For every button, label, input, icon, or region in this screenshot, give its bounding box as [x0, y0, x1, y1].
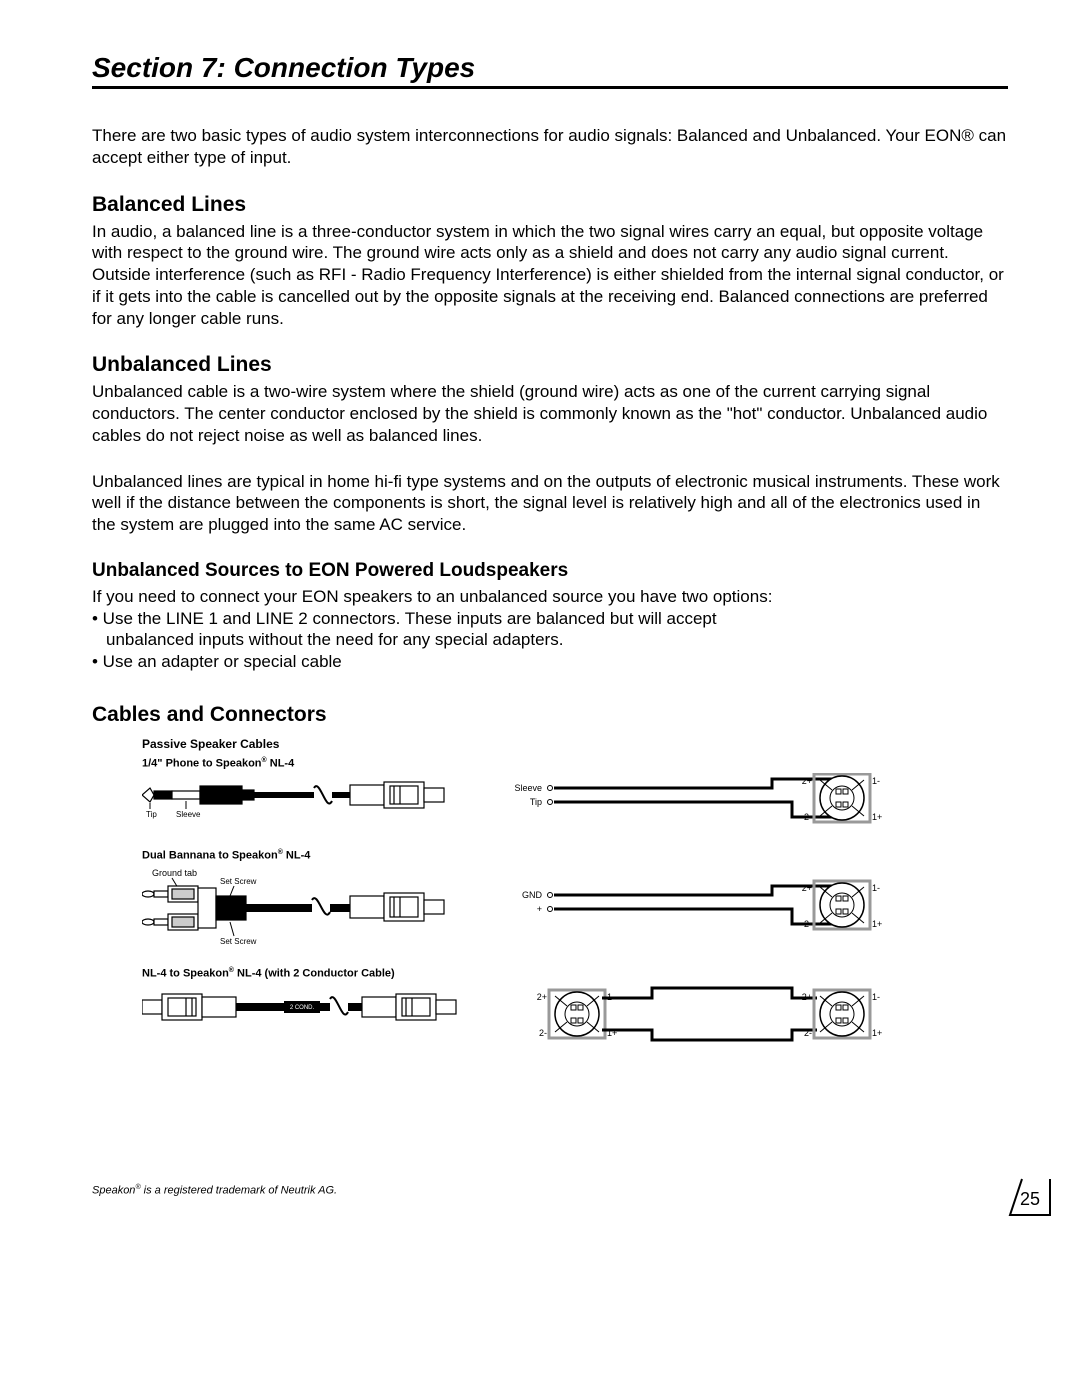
svg-text:2 COND.: 2 COND. [290, 1005, 315, 1011]
diagram-1: Tip Sleeve Sleeve Tip [142, 773, 932, 843]
svg-text:1-: 1- [872, 776, 880, 786]
page: Section 7: Connection Types There are tw… [0, 0, 1080, 1397]
footnote: Speakon® is a registered trademark of Ne… [92, 1184, 337, 1197]
unbal-sources-list: If you need to connect your EON speakers… [92, 586, 1008, 673]
svg-text:Tip: Tip [530, 797, 542, 807]
section-title: Section 7: Connection Types [92, 52, 1008, 89]
balanced-heading: Balanced Lines [92, 193, 1008, 217]
svg-text:GND: GND [522, 890, 543, 900]
unbalanced-p1: Unbalanced cable is a two-wire system wh… [92, 381, 1008, 446]
svg-text:1-: 1- [872, 883, 880, 893]
diagram-3: 2 COND. [142, 984, 932, 1059]
svg-text:Set Screw: Set Screw [220, 937, 257, 946]
diagram-3-title: NL-4 to Speakon® NL-4 (with 2 Conductor … [142, 967, 1008, 980]
svg-text:1-: 1- [872, 992, 880, 1002]
cables-heading: Cables and Connectors [92, 703, 1008, 727]
unbalanced-p2: Unbalanced lines are typical in home hi-… [92, 471, 1008, 536]
diagram-group-title: Passive Speaker Cables [142, 737, 1008, 751]
diagram-block: Passive Speaker Cables 1/4" Phone to Spe… [142, 737, 1008, 1059]
label-sleeve: Sleeve [176, 810, 201, 819]
svg-text:2+: 2+ [537, 992, 547, 1002]
intro-paragraph: There are two basic types of audio syste… [92, 125, 1008, 169]
svg-text:2+: 2+ [802, 776, 812, 786]
diagram-2: Ground tab - + Set Screw [142, 866, 932, 961]
unbal-sources-heading: Unbalanced Sources to EON Powered Loudsp… [92, 560, 1008, 582]
svg-text:1+: 1+ [872, 1028, 882, 1038]
balanced-text: In audio, a balanced line is a three-con… [92, 221, 1008, 330]
bullet-1a: • Use the LINE 1 and LINE 2 connectors. … [92, 608, 1008, 630]
unbalanced-heading: Unbalanced Lines [92, 353, 1008, 377]
svg-text:Sleeve: Sleeve [514, 783, 542, 793]
bullet-1b: unbalanced inputs without the need for a… [92, 629, 1008, 651]
bullet-2: • Use an adapter or special cable [92, 651, 1008, 673]
svg-text:1+: 1+ [872, 812, 882, 822]
bullet-lead: If you need to connect your EON speakers… [92, 586, 1008, 608]
svg-text:Set Screw: Set Screw [220, 877, 257, 886]
svg-text:2+: 2+ [802, 992, 812, 1002]
svg-text:Ground tab: Ground tab [152, 868, 197, 878]
svg-text:2-: 2- [539, 1028, 547, 1038]
page-number-badge: 25 [1008, 1177, 1052, 1217]
svg-text:2-: 2- [804, 1028, 812, 1038]
svg-text:1+: 1+ [872, 919, 882, 929]
label-tip: Tip [146, 810, 157, 819]
svg-text:2+: 2+ [802, 883, 812, 893]
svg-text:2-: 2- [804, 812, 812, 822]
svg-text:+: + [537, 904, 542, 914]
svg-text:2-: 2- [804, 919, 812, 929]
diagram-2-title: Dual Bannana to Speakon® NL-4 [142, 849, 1008, 862]
diagram-1-title: 1/4" Phone to Speakon® NL-4 [142, 757, 1008, 770]
page-number: 25 [1020, 1189, 1040, 1209]
